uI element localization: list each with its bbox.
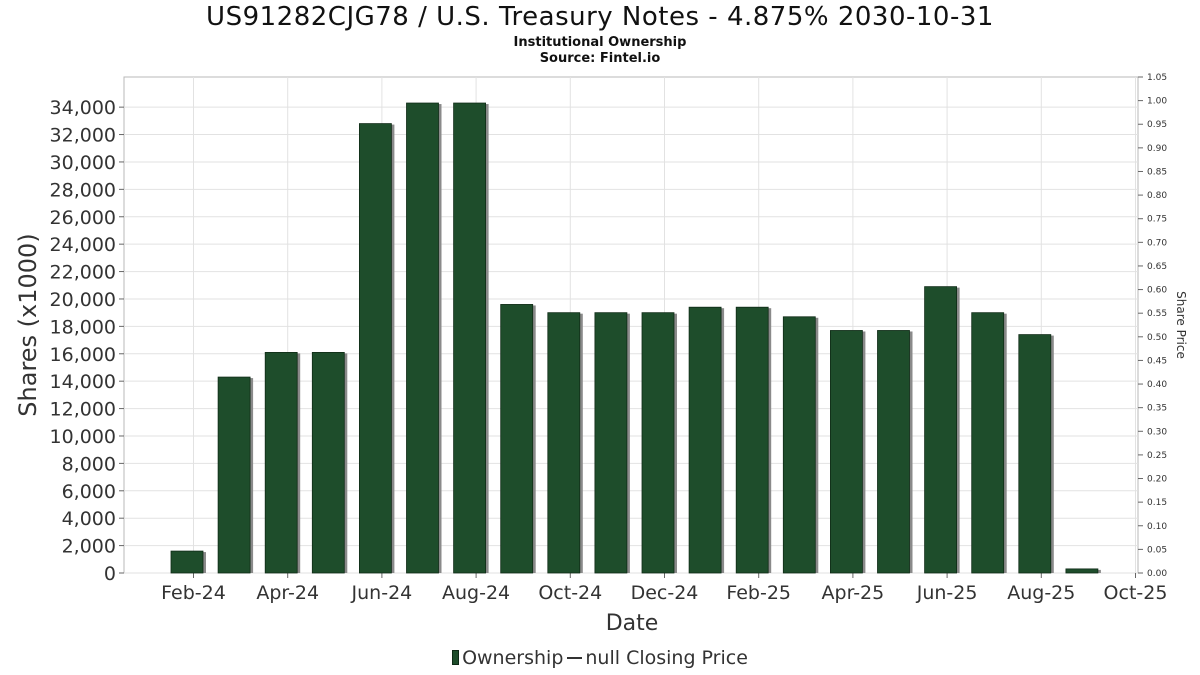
ownership-bar	[406, 102, 439, 574]
y-tick-label: 16,000	[50, 344, 116, 366]
ownership-bar	[1018, 334, 1052, 574]
y2-tick-label: 0.30	[1147, 427, 1167, 437]
y-tick-label: 18,000	[50, 316, 116, 338]
y2-tick-label: 0.95	[1147, 120, 1167, 130]
ownership-bar	[594, 312, 628, 574]
y-tick-label: 32,000	[50, 125, 116, 147]
y2-tick-label: 0.90	[1147, 144, 1167, 154]
x-tick-label: Feb-25	[726, 582, 791, 604]
x-tick-label: Jun-24	[351, 582, 413, 604]
x-tick-label: Dec-24	[631, 582, 699, 604]
x-tick-label: Jun-25	[916, 582, 978, 604]
y-tick-label: 2,000	[62, 536, 116, 558]
y2-tick-label: 0.40	[1147, 380, 1167, 390]
y2-tick-label: 0.45	[1147, 356, 1167, 366]
ownership-bar	[170, 550, 204, 574]
y-tick-label: 28,000	[50, 179, 116, 201]
ownership-bar	[830, 330, 863, 574]
x-tick-label: Aug-24	[442, 582, 510, 604]
y2-tick-label: 0.55	[1147, 309, 1167, 319]
y-tick-label: 10,000	[50, 426, 116, 448]
y2-tick-label: 0.15	[1147, 498, 1167, 508]
ownership-bar	[311, 352, 345, 574]
ownership-bar	[1065, 568, 1099, 574]
x-tick-label: Apr-24	[256, 582, 319, 604]
x-tick-label: Feb-24	[161, 582, 226, 604]
ownership-bar	[971, 312, 1005, 574]
ownership-bar	[877, 330, 910, 574]
y-tick-label: 26,000	[50, 207, 116, 229]
y2-tick-label: 0.35	[1147, 404, 1167, 414]
legend-price-label: null Closing Price	[585, 647, 748, 669]
y2-tick-label: 0.20	[1147, 475, 1167, 485]
y2-tick-label: 0.00	[1147, 569, 1167, 579]
y-tick-label: 24,000	[50, 234, 116, 256]
y-tick-label: 14,000	[50, 371, 116, 393]
ownership-bar	[217, 376, 251, 574]
chart-legend: Ownership null Closing Price	[0, 647, 1200, 669]
y-tick-label: 6,000	[62, 481, 116, 503]
y-tick-label: 34,000	[50, 97, 116, 119]
x-tick-label: Oct-24	[538, 582, 602, 604]
ownership-bar	[735, 306, 769, 574]
ownership-bar	[782, 316, 816, 574]
y-tick-label: 22,000	[50, 262, 116, 284]
y2-tick-label: 0.05	[1147, 545, 1167, 555]
x-tick-label: Apr-25	[822, 582, 885, 604]
y-tick-label: 12,000	[50, 399, 116, 421]
y2-tick-label: 0.50	[1147, 333, 1167, 343]
ownership-bar	[264, 352, 298, 574]
legend-ownership-label: Ownership	[462, 647, 564, 669]
y-axis-label: Shares (x1000)	[14, 233, 42, 416]
y2-tick-label: 0.85	[1147, 167, 1167, 177]
y-tick-label: 4,000	[62, 508, 116, 530]
y2-tick-label: 0.75	[1147, 215, 1167, 225]
legend-price-line-icon	[567, 657, 583, 659]
ownership-bar	[358, 123, 392, 574]
ownership-bar	[641, 312, 675, 574]
y2-tick-label: 0.80	[1147, 191, 1167, 201]
y-tick-label: 0	[104, 563, 116, 585]
y2-tick-label: 0.65	[1147, 262, 1167, 272]
y-tick-label: 8,000	[62, 453, 116, 475]
y2-tick-label: 0.60	[1147, 286, 1167, 296]
ownership-bar	[688, 306, 722, 574]
x-tick-label: Oct-25	[1104, 582, 1168, 604]
y2-tick-label: 0.10	[1147, 522, 1167, 532]
x-tick-label: Aug-25	[1007, 582, 1075, 604]
ownership-bar	[924, 286, 957, 574]
x-axis-label: Date	[606, 611, 659, 636]
y2-axis-label: Share Price	[1174, 291, 1188, 359]
ownership-bar	[453, 102, 487, 574]
legend-ownership-swatch	[452, 650, 460, 665]
y-tick-label: 30,000	[50, 152, 116, 174]
y2-tick-label: 1.00	[1147, 97, 1167, 107]
chart-source: Source: Fintel.io	[539, 51, 661, 66]
y2-tick-label: 1.05	[1147, 73, 1167, 83]
ownership-bar	[500, 304, 534, 574]
y2-tick-label: 0.25	[1147, 451, 1167, 461]
chart-title: US91282CJG78 / U.S. Treasury Notes - 4.8…	[206, 2, 994, 32]
chart-subtitle: Institutional Ownership	[513, 35, 687, 50]
ownership-bar	[547, 312, 581, 574]
y2-tick-label: 0.70	[1147, 238, 1167, 248]
y-tick-label: 20,000	[50, 289, 116, 311]
